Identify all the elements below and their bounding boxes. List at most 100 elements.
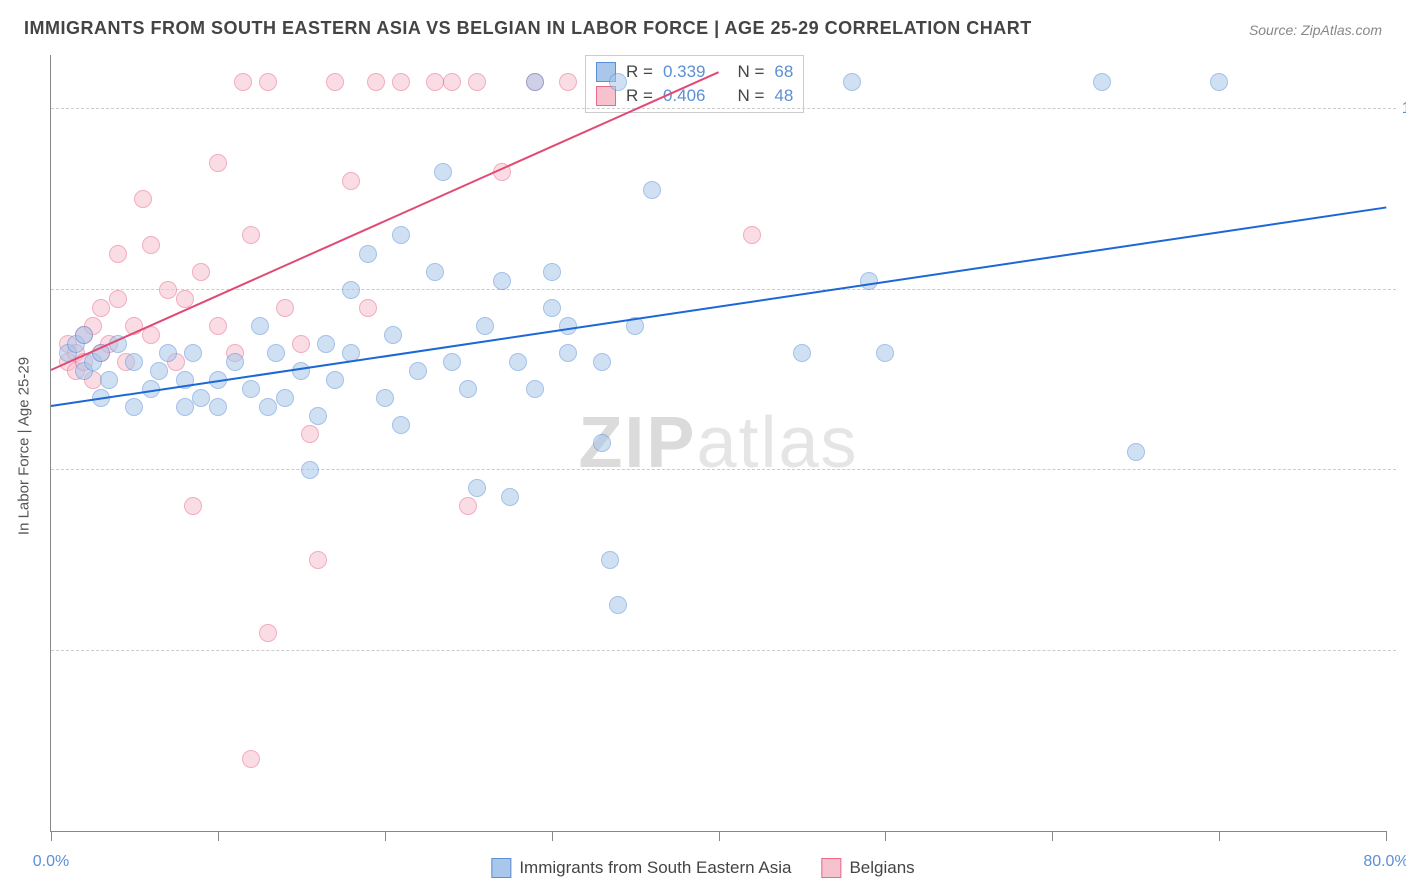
x-tick <box>719 831 720 841</box>
data-point <box>609 596 627 614</box>
n-label-2: N = <box>737 86 764 106</box>
data-point <box>109 290 127 308</box>
data-point <box>326 73 344 91</box>
gridline-h <box>51 108 1396 109</box>
data-point <box>301 461 319 479</box>
data-point <box>184 497 202 515</box>
data-point <box>142 236 160 254</box>
data-point <box>601 551 619 569</box>
legend-item-series1: Immigrants from South Eastern Asia <box>491 858 791 878</box>
data-point <box>526 380 544 398</box>
data-point <box>876 344 894 362</box>
n-label-1: N = <box>737 62 764 82</box>
data-point <box>409 362 427 380</box>
data-point <box>459 497 477 515</box>
y-tick-label: 100.0% <box>1402 100 1406 118</box>
gridline-h <box>51 650 1396 651</box>
data-point <box>234 73 252 91</box>
chart-title: IMMIGRANTS FROM SOUTH EASTERN ASIA VS BE… <box>24 18 1032 39</box>
data-point <box>359 245 377 263</box>
data-point <box>743 226 761 244</box>
y-axis-label: In Labor Force | Age 25-29 <box>16 357 33 535</box>
data-point <box>501 488 519 506</box>
data-point <box>367 73 385 91</box>
data-point <box>434 163 452 181</box>
data-point <box>125 398 143 416</box>
data-point <box>184 344 202 362</box>
legend-row-series2: R = 0.406 N = 48 <box>596 84 793 108</box>
data-point <box>259 624 277 642</box>
x-tick <box>885 831 886 841</box>
data-point <box>476 317 494 335</box>
data-point <box>1127 443 1145 461</box>
data-point <box>593 434 611 452</box>
data-point <box>543 299 561 317</box>
data-point <box>209 398 227 416</box>
data-point <box>309 407 327 425</box>
data-point <box>150 362 168 380</box>
data-point <box>176 398 194 416</box>
data-point <box>392 73 410 91</box>
data-point <box>526 73 544 91</box>
swatch-series1-b <box>491 858 511 878</box>
data-point <box>159 344 177 362</box>
data-point <box>309 551 327 569</box>
data-point <box>860 272 878 290</box>
data-point <box>443 73 461 91</box>
data-point <box>593 353 611 371</box>
data-point <box>125 353 143 371</box>
x-tick <box>552 831 553 841</box>
data-point <box>209 317 227 335</box>
x-tick-label: 80.0% <box>1363 853 1406 871</box>
chart-container: IMMIGRANTS FROM SOUTH EASTERN ASIA VS BE… <box>0 0 1406 892</box>
trend-line <box>51 71 719 371</box>
x-tick-label: 0.0% <box>33 853 69 871</box>
x-tick <box>385 831 386 841</box>
data-point <box>242 750 260 768</box>
series2-name: Belgians <box>849 858 914 878</box>
data-point <box>468 73 486 91</box>
data-point <box>100 371 118 389</box>
n-value-1: 68 <box>774 62 793 82</box>
data-point <box>509 353 527 371</box>
data-point <box>317 335 335 353</box>
data-point <box>276 389 294 407</box>
data-point <box>259 73 277 91</box>
data-point <box>109 245 127 263</box>
r-label-1: R = <box>626 62 653 82</box>
data-point <box>493 272 511 290</box>
x-tick <box>1386 831 1387 841</box>
data-point <box>301 425 319 443</box>
data-point <box>251 317 269 335</box>
legend-item-series2: Belgians <box>821 858 914 878</box>
data-point <box>392 416 410 434</box>
source-attribution: Source: ZipAtlas.com <box>1249 22 1382 38</box>
x-tick <box>51 831 52 841</box>
plot-area: ZIPatlas R = 0.339 N = 68 R = 0.406 N = … <box>50 55 1386 832</box>
data-point <box>1210 73 1228 91</box>
data-point <box>426 263 444 281</box>
r-value-2: 0.406 <box>663 86 706 106</box>
data-point <box>342 281 360 299</box>
series-legend: Immigrants from South Eastern Asia Belgi… <box>491 858 914 878</box>
data-point <box>559 73 577 91</box>
data-point <box>426 73 444 91</box>
data-point <box>359 299 377 317</box>
data-point <box>559 344 577 362</box>
data-point <box>392 226 410 244</box>
series1-name: Immigrants from South Eastern Asia <box>519 858 791 878</box>
gridline-h <box>51 289 1396 290</box>
data-point <box>134 190 152 208</box>
data-point <box>75 326 93 344</box>
data-point <box>242 226 260 244</box>
x-tick <box>1219 831 1220 841</box>
data-point <box>443 353 461 371</box>
data-point <box>292 335 310 353</box>
data-point <box>159 281 177 299</box>
gridline-h <box>51 469 1396 470</box>
data-point <box>459 380 477 398</box>
data-point <box>1093 73 1111 91</box>
data-point <box>793 344 811 362</box>
data-point <box>242 380 260 398</box>
x-tick <box>1052 831 1053 841</box>
